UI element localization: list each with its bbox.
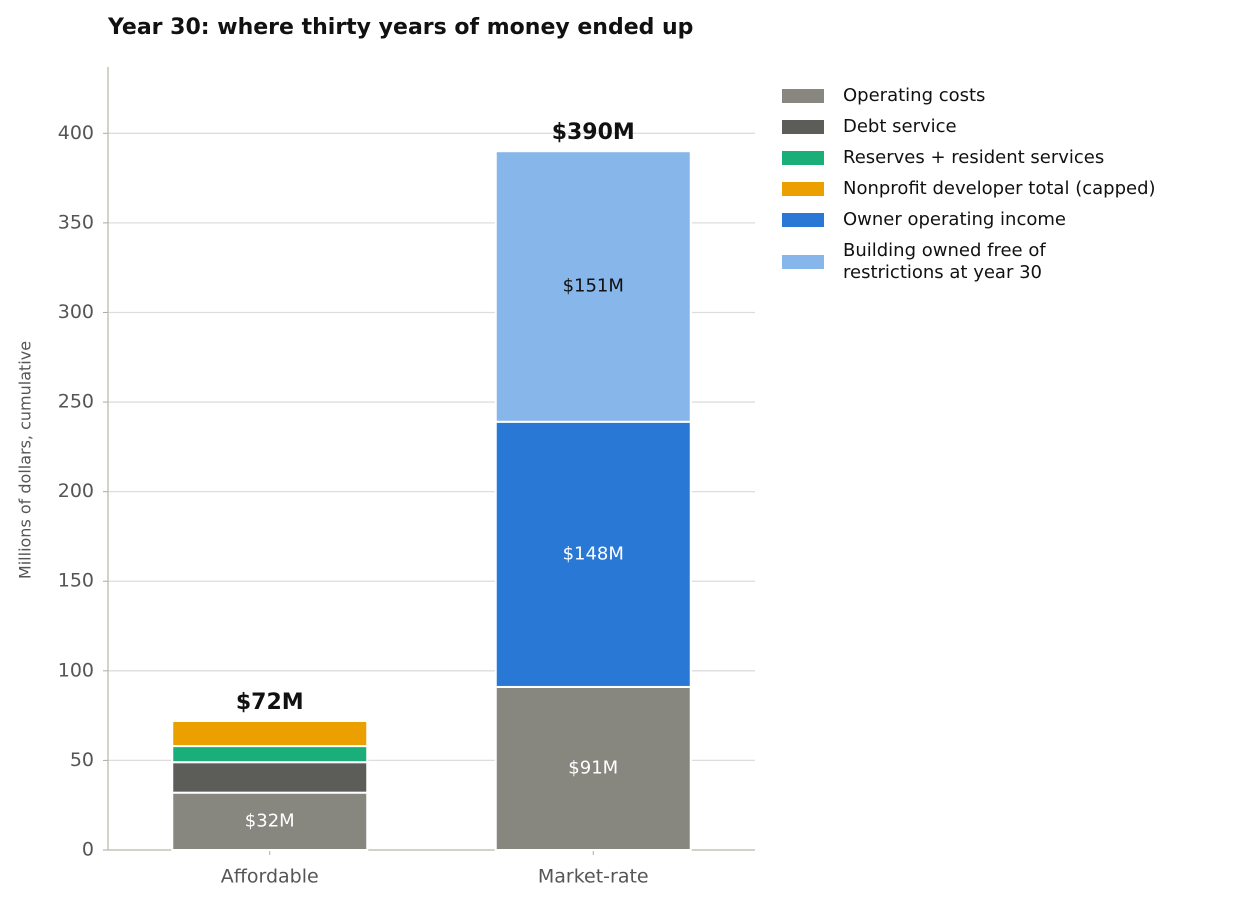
legend-swatch <box>782 182 824 196</box>
y-tick-label: 300 <box>58 301 94 323</box>
y-tick-label: 400 <box>58 122 94 144</box>
y-tick-label: 100 <box>58 659 94 681</box>
x-tick-label: Affordable <box>221 866 319 888</box>
legend-swatch <box>782 213 824 227</box>
y-tick-label: 0 <box>82 839 94 861</box>
legend-label: Owner operating income <box>843 209 1066 230</box>
chart-title: Year 30: where thirty years of money end… <box>107 15 693 40</box>
legend-swatch <box>782 255 824 269</box>
segment-label: $148M <box>563 543 624 564</box>
y-axis-label: Millions of dollars, cumulative <box>16 341 35 579</box>
bar-segment <box>171 745 369 764</box>
bar-segment <box>171 761 369 794</box>
y-tick-label: 200 <box>58 480 94 502</box>
legend-label: Building owned free of restrictions at ye… <box>843 240 1046 283</box>
bar-segment <box>171 719 369 748</box>
legend-label: Operating costs <box>843 85 985 106</box>
legend-label: Nonprofit developer total (capped) <box>843 178 1156 199</box>
segment-label: $91M <box>568 757 618 778</box>
legend-label: Reserves + resident services <box>843 147 1104 168</box>
bar-segment <box>494 150 692 423</box>
legend-swatch <box>782 151 824 165</box>
segment-label: $32M <box>245 810 295 831</box>
total-label: $390M <box>552 120 635 145</box>
legend-label: Debt service <box>843 116 957 137</box>
x-tick-label: Market-rate <box>538 866 649 888</box>
legend-swatch <box>782 89 824 103</box>
y-tick-label: 350 <box>58 211 94 233</box>
total-label: $72M <box>236 690 304 715</box>
bar-segment <box>494 420 692 688</box>
bar-segment <box>494 685 692 851</box>
y-tick-label: 250 <box>58 391 94 413</box>
y-tick-label: 150 <box>58 570 94 592</box>
segment-label: $151M <box>563 275 624 296</box>
y-tick-label: 50 <box>70 749 94 771</box>
legend-swatch <box>782 120 824 134</box>
